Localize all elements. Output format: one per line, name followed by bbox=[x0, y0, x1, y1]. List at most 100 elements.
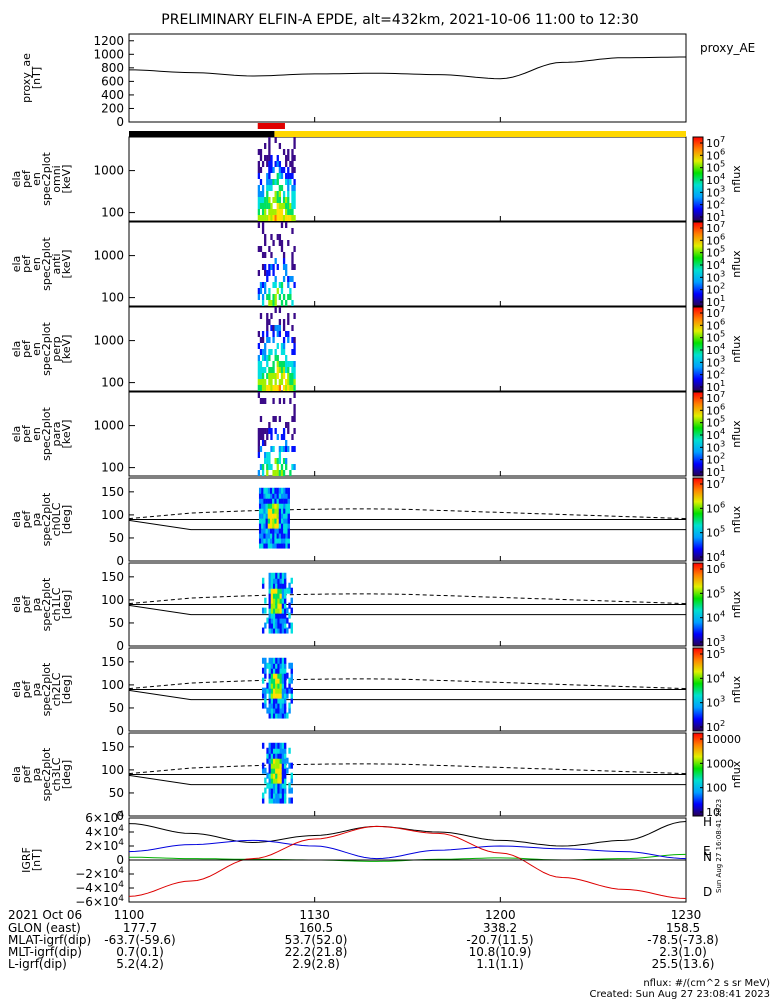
spec-pixel bbox=[279, 792, 282, 799]
colorbar-label: 106 bbox=[706, 401, 725, 417]
spec-pixel bbox=[261, 542, 264, 549]
spec-pixel bbox=[269, 537, 273, 544]
spec-pixel bbox=[291, 385, 294, 391]
spec-pixel bbox=[291, 203, 294, 209]
spec-pixel bbox=[281, 617, 285, 624]
spec-pixel bbox=[283, 787, 287, 794]
spec-pixel bbox=[280, 517, 284, 524]
ytick-label: 200 bbox=[101, 101, 124, 115]
spec-pixel bbox=[259, 398, 263, 404]
spec-pixel bbox=[275, 782, 278, 789]
spec-pixel bbox=[274, 507, 277, 514]
spec-pixel bbox=[288, 662, 291, 669]
spec-pixel bbox=[272, 282, 275, 288]
spec-pixel bbox=[261, 203, 265, 209]
spec-pixel bbox=[272, 607, 276, 614]
spec-pixel bbox=[275, 612, 278, 619]
spec-pixel bbox=[289, 470, 292, 476]
spec-pixel bbox=[277, 797, 280, 804]
panel-ylabel: perp bbox=[50, 336, 63, 361]
spec-pixel bbox=[265, 512, 268, 519]
spec-pixel bbox=[283, 502, 286, 509]
spec-pixel bbox=[291, 361, 294, 367]
spec-pixel bbox=[275, 597, 278, 604]
spec-pixel bbox=[266, 276, 269, 282]
footer-row-value: 10.8(10.9) bbox=[469, 945, 532, 959]
spec-pixel bbox=[280, 542, 284, 549]
spec-pixel bbox=[288, 747, 291, 754]
spec-pixel bbox=[275, 572, 278, 579]
spec-pixel bbox=[268, 587, 271, 594]
spec-pixel bbox=[279, 577, 282, 584]
spec-pixel bbox=[290, 772, 293, 779]
side-timestamp: Sun Aug 27 16:08:41 2023 bbox=[715, 799, 723, 893]
spec-pixel bbox=[279, 787, 282, 794]
spec-pixel bbox=[272, 757, 276, 764]
spec-pixel bbox=[268, 422, 271, 428]
spec-pixel bbox=[281, 627, 285, 634]
spec-pixel bbox=[281, 742, 285, 749]
spec-pixel bbox=[285, 507, 288, 514]
panel-ylabel: spec2plot bbox=[40, 237, 53, 291]
panel-ylabel: [keV] bbox=[60, 420, 73, 449]
colorbar-unit: nflux bbox=[730, 420, 743, 448]
spec-pixel bbox=[285, 487, 288, 494]
spec-pixel bbox=[272, 707, 276, 714]
spec-pixel bbox=[267, 497, 271, 504]
spec-pixel bbox=[270, 622, 274, 629]
panel-ylabel: spec2plot bbox=[40, 662, 53, 716]
spec-pixel bbox=[274, 527, 277, 534]
spec-pixel bbox=[280, 446, 284, 452]
spec-pixel bbox=[278, 282, 282, 288]
colorbar-unit: nflux bbox=[730, 760, 743, 788]
created-stamp: Created: Sun Aug 27 23:08:41 2023 bbox=[590, 989, 770, 1000]
spec-pixel bbox=[264, 197, 267, 203]
spec-pixel bbox=[274, 349, 277, 355]
spec-pixel bbox=[283, 517, 286, 524]
spec-pixel bbox=[276, 191, 279, 197]
colorbar-label: 10 bbox=[706, 806, 720, 819]
spec-pixel bbox=[272, 537, 275, 544]
spec-pixel bbox=[258, 522, 262, 529]
spec-pixel bbox=[293, 191, 296, 197]
spec-pixel bbox=[267, 507, 271, 514]
spec-pixel bbox=[268, 792, 271, 799]
spec-pixel bbox=[277, 787, 280, 794]
spec-pixel bbox=[283, 777, 287, 784]
spec-pixel bbox=[261, 367, 265, 373]
spec-pixel bbox=[283, 752, 287, 759]
spec-pixel bbox=[279, 677, 282, 684]
igrf-series-H bbox=[128, 821, 687, 847]
spec-pixel bbox=[265, 487, 268, 494]
spec-pixel bbox=[264, 702, 267, 709]
spec-pixel bbox=[263, 537, 266, 544]
spec-pixel bbox=[261, 440, 265, 446]
spec-pixel bbox=[274, 373, 277, 379]
anti-loss-cone-line bbox=[128, 763, 687, 775]
spec-pixel bbox=[264, 662, 267, 669]
spec-pixel bbox=[293, 428, 296, 434]
spec-pixel bbox=[285, 179, 288, 185]
spec-pixel bbox=[288, 707, 291, 714]
panel-ylabel: spec2plot bbox=[40, 322, 53, 376]
spec-pixel bbox=[279, 667, 282, 674]
spec-pixel bbox=[276, 325, 279, 331]
colorbar-label: 105 bbox=[706, 584, 725, 600]
spec-pixel bbox=[278, 161, 282, 167]
spec-pixel bbox=[272, 627, 276, 634]
spec-pixel bbox=[278, 542, 282, 549]
spec-pixel bbox=[266, 355, 269, 361]
spec-pixel bbox=[289, 203, 292, 209]
spec-pixel bbox=[270, 777, 274, 784]
spec-pixel bbox=[268, 458, 271, 464]
spec-pixel bbox=[266, 313, 269, 319]
spec-pixel bbox=[285, 222, 288, 228]
spec-pixel bbox=[264, 452, 267, 458]
spec-pixel bbox=[285, 379, 288, 385]
spec-pixel bbox=[272, 582, 276, 589]
spec-pixel bbox=[270, 747, 274, 754]
spec-pixel bbox=[283, 487, 286, 494]
series-label-H: H bbox=[703, 815, 712, 829]
spec-pixel bbox=[270, 379, 273, 385]
spec-pixel bbox=[268, 173, 271, 179]
